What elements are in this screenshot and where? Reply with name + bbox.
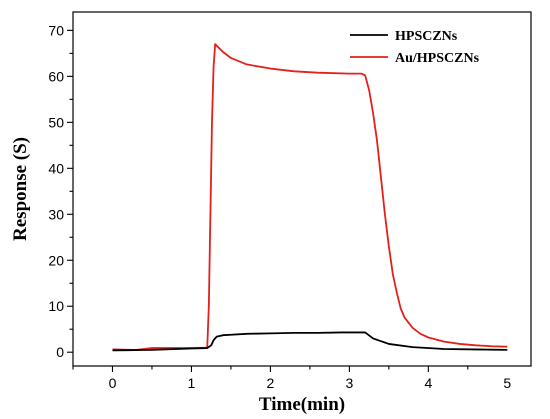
y-tick-label: 0 [56,344,64,360]
plot-frame [72,11,532,367]
y-tick-label: 50 [48,114,64,130]
series-layer [112,43,508,352]
legend-label-au-hpscznS: Au/HPSCZNs [395,51,480,66]
x-tick-label: 3 [345,375,353,391]
x-tick-label: 4 [424,375,432,391]
y-tick-label: 40 [48,160,64,176]
series-line-au-hpsczns [112,43,508,351]
y-axis-title: Response (S) [10,137,31,241]
legend: HPSCZNs Au/HPSCZNs [350,29,480,66]
axis-ticks [67,29,469,372]
y-tick-label: 20 [48,252,64,268]
y-tick-label: 60 [48,68,64,84]
x-axis-title: Time(min) [259,394,345,415]
y-tick-label: 30 [48,206,64,222]
y-tick-label: 70 [48,22,64,38]
series-line-hpsczns [112,331,508,352]
x-tick-label: 1 [188,375,196,391]
y-tick-label: 10 [48,298,64,314]
legend-label-hpscznS: HPSCZNs [395,29,458,44]
x-tick-label: 0 [109,375,117,391]
x-tick-label: 2 [267,375,275,391]
x-tick-label: 5 [503,375,511,391]
